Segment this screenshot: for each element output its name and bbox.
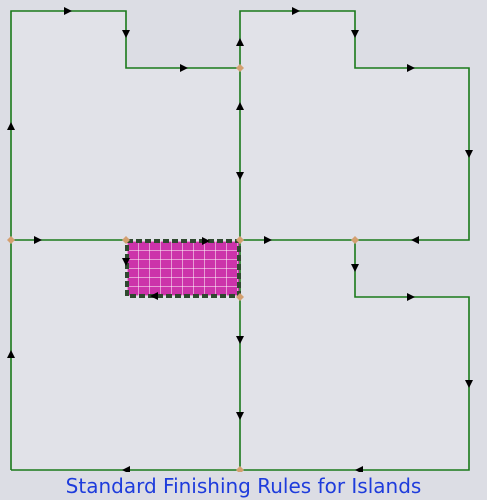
- junction-nodes: [7, 64, 359, 472]
- arrow-down-icon: [236, 336, 244, 344]
- arrow-down-icon: [351, 264, 359, 272]
- arrow-left-icon: [122, 466, 130, 472]
- diagram-caption: Standard Finishing Rules for Islands: [65, 474, 422, 498]
- arrow-down-icon: [236, 412, 244, 420]
- arrow-right-icon: [180, 64, 188, 72]
- node-icon: [7, 236, 15, 244]
- node-icon: [122, 236, 130, 244]
- arrow-down-icon: [465, 150, 473, 158]
- island-grid: [127, 241, 239, 296]
- node-icon: [236, 236, 244, 244]
- island: [125, 239, 241, 298]
- right-boundary-path: [11, 10, 470, 471]
- arrow-down-icon: [465, 380, 473, 388]
- arrow-right-icon: [292, 7, 300, 15]
- arrow-left-icon: [150, 292, 158, 300]
- arrow-up-icon: [236, 38, 244, 46]
- arrow-right-icon: [407, 293, 415, 301]
- arrow-right-icon: [64, 7, 72, 15]
- arrow-down-icon: [122, 258, 130, 266]
- arrow-up-icon: [7, 122, 15, 130]
- arrow-up-icon: [7, 350, 15, 358]
- direction-arrows: [7, 7, 473, 472]
- node-icon: [236, 293, 244, 301]
- island-border: [125, 239, 241, 298]
- node-icon: [236, 466, 244, 472]
- arrow-right-icon: [264, 236, 272, 244]
- arrow-down-icon: [236, 172, 244, 180]
- arrow-down-icon: [122, 30, 130, 38]
- node-icon: [236, 64, 244, 72]
- arrow-right-icon: [202, 237, 210, 245]
- arrow-left-icon: [355, 466, 363, 472]
- node-icon: [351, 236, 359, 244]
- finishing-diagram: [7, 7, 473, 472]
- left-boundary-path: [10, 10, 240, 470]
- arrow-up-icon: [236, 102, 244, 110]
- arrow-right-icon: [407, 64, 415, 72]
- arrow-left-icon: [411, 236, 419, 244]
- arrow-right-icon: [34, 236, 42, 244]
- arrow-down-icon: [351, 30, 359, 38]
